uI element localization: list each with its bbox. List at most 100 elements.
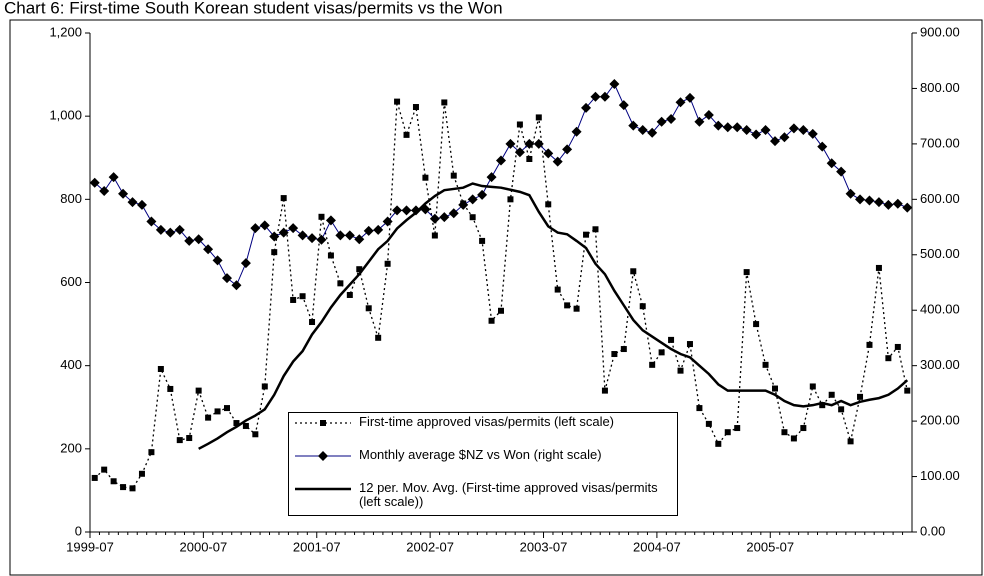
point-marker: [883, 199, 894, 210]
point-marker: [193, 234, 204, 245]
point-marker: [231, 280, 242, 291]
point-marker: [666, 113, 677, 124]
point-marker: [892, 198, 903, 209]
point-marker: [422, 174, 429, 181]
point-marker: [382, 216, 393, 227]
point-marker: [516, 121, 523, 128]
point-marker: [129, 485, 136, 492]
point-marker: [450, 172, 457, 179]
point-marker: [732, 122, 743, 133]
point-marker: [573, 305, 580, 312]
point-marker: [809, 383, 816, 390]
legend-marker: [320, 420, 326, 426]
chart-title: Chart 6: First-time South Korean student…: [4, 0, 503, 17]
point-marker: [904, 387, 911, 394]
y-tick-label: 800: [60, 191, 82, 206]
point-marker: [146, 216, 157, 227]
point-marker: [609, 79, 620, 90]
point-marker: [715, 440, 722, 447]
point-marker: [467, 194, 478, 205]
point-marker: [240, 258, 251, 269]
point-marker: [429, 213, 440, 224]
point-marker: [524, 138, 535, 149]
point-marker: [250, 223, 261, 234]
point-marker: [448, 208, 459, 219]
point-marker: [770, 136, 780, 147]
point-marker: [431, 232, 438, 239]
point-marker: [356, 266, 363, 273]
legend-swatch: [295, 487, 351, 491]
point-marker: [864, 195, 875, 206]
point-marker: [325, 215, 336, 226]
point-marker: [373, 224, 384, 235]
x-tick-label: 2000-07: [180, 539, 228, 554]
legend-swatch: [295, 420, 351, 426]
point-marker: [327, 252, 334, 259]
point-marker: [242, 422, 249, 429]
x-tick-label: 2005-07: [746, 539, 794, 554]
point-marker: [592, 226, 599, 233]
point-marker: [222, 273, 232, 284]
point-marker: [845, 188, 856, 199]
legend-label: 12 per. Mov. Avg. (First-time approved v…: [359, 480, 658, 509]
point-marker: [828, 391, 835, 398]
point-marker: [694, 116, 705, 127]
y2-tick-label: 200.00: [920, 413, 960, 428]
point-marker: [514, 147, 525, 158]
y-tick-label: 0: [75, 523, 82, 538]
point-marker: [590, 91, 601, 102]
point-marker: [734, 425, 741, 432]
point-marker: [836, 166, 847, 177]
point-marker: [307, 233, 318, 244]
point-marker: [108, 172, 119, 183]
point-marker: [630, 268, 637, 275]
point-marker: [486, 172, 497, 183]
point-marker: [639, 303, 646, 310]
chart-border: [9, 19, 983, 576]
point-marker: [394, 98, 401, 105]
point-marker: [280, 195, 287, 202]
point-marker: [120, 484, 127, 491]
point-marker: [713, 120, 724, 131]
point-marker: [458, 199, 469, 210]
y2-tick-label: 900.00: [920, 24, 960, 39]
point-marker: [252, 431, 259, 438]
point-marker: [507, 196, 514, 203]
y2-tick-label: 300.00: [920, 357, 960, 372]
point-marker: [902, 202, 913, 213]
point-marker: [195, 387, 202, 394]
point-marker: [392, 205, 403, 216]
point-marker: [620, 346, 627, 353]
point-marker: [703, 110, 714, 121]
point-marker: [611, 351, 618, 358]
point-marker: [583, 231, 590, 238]
y2-tick-label: 800.00: [920, 80, 960, 95]
legend-item: Monthly average $NZ vs Won (right scale): [293, 448, 673, 481]
point-marker: [375, 334, 382, 341]
point-marker: [817, 141, 828, 152]
point-marker: [148, 449, 155, 456]
point-marker: [649, 361, 656, 368]
point-marker: [571, 126, 582, 137]
point-marker: [346, 291, 353, 298]
point-marker: [318, 213, 325, 220]
point-marker: [885, 355, 892, 362]
point-marker: [155, 224, 166, 235]
point-marker: [297, 230, 308, 241]
point-marker: [705, 420, 712, 427]
point-marker: [136, 199, 147, 210]
y2-tick-label: 100.00: [920, 468, 960, 483]
point-marker: [205, 414, 212, 421]
y2-tick-label: 700.00: [920, 135, 960, 150]
point-marker: [684, 92, 695, 103]
point-marker: [656, 116, 667, 127]
point-marker: [401, 205, 412, 216]
point-marker: [581, 102, 592, 113]
point-marker: [365, 305, 372, 312]
point-marker: [224, 405, 230, 412]
point-marker: [91, 474, 98, 481]
point-marker: [562, 144, 573, 155]
point-marker: [335, 230, 346, 241]
legend-swatch: [295, 451, 351, 461]
legend-label: First-time approved visas/permits (left …: [359, 414, 615, 429]
